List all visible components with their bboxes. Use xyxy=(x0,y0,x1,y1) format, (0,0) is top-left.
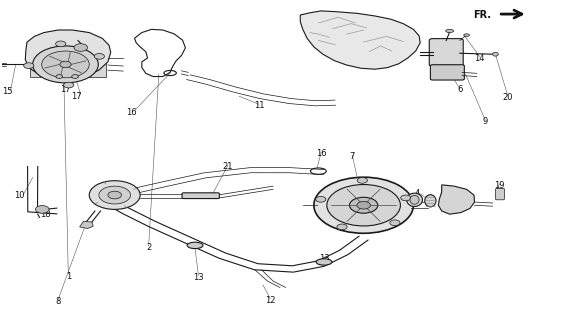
FancyBboxPatch shape xyxy=(429,39,463,66)
Circle shape xyxy=(41,51,89,78)
Text: FR.: FR. xyxy=(474,10,491,20)
Ellipse shape xyxy=(463,34,469,36)
Ellipse shape xyxy=(446,29,454,33)
Circle shape xyxy=(327,185,400,226)
Circle shape xyxy=(56,41,66,47)
FancyBboxPatch shape xyxy=(495,188,504,200)
Circle shape xyxy=(108,191,122,199)
Text: 1: 1 xyxy=(66,272,71,281)
Circle shape xyxy=(89,181,140,209)
FancyBboxPatch shape xyxy=(182,193,219,198)
Text: 17: 17 xyxy=(60,85,70,94)
Polygon shape xyxy=(30,53,106,77)
Text: 12: 12 xyxy=(265,296,275,305)
Circle shape xyxy=(35,205,49,213)
Circle shape xyxy=(349,197,378,213)
Text: 13: 13 xyxy=(193,273,204,282)
Ellipse shape xyxy=(425,195,436,207)
Circle shape xyxy=(314,177,414,233)
Text: 16: 16 xyxy=(126,108,137,117)
Text: 14: 14 xyxy=(474,53,485,62)
FancyBboxPatch shape xyxy=(431,65,464,80)
Circle shape xyxy=(357,178,367,183)
Text: 15: 15 xyxy=(2,87,12,96)
Text: 18: 18 xyxy=(40,210,51,219)
Polygon shape xyxy=(80,221,93,228)
Text: 3: 3 xyxy=(395,189,400,198)
Circle shape xyxy=(72,75,78,78)
Text: 2: 2 xyxy=(146,243,151,252)
Text: 11: 11 xyxy=(254,101,264,110)
Circle shape xyxy=(99,186,131,204)
Polygon shape xyxy=(26,30,111,79)
Text: 20: 20 xyxy=(503,93,513,102)
Circle shape xyxy=(74,44,87,51)
Text: 17: 17 xyxy=(71,92,82,101)
Ellipse shape xyxy=(410,196,419,204)
Ellipse shape xyxy=(407,193,423,206)
Text: 5: 5 xyxy=(449,197,454,206)
Text: 8: 8 xyxy=(56,297,61,306)
Text: 9: 9 xyxy=(483,117,488,126)
Circle shape xyxy=(316,196,326,202)
Ellipse shape xyxy=(187,242,203,249)
Circle shape xyxy=(60,61,71,68)
Ellipse shape xyxy=(492,52,498,56)
Text: 19: 19 xyxy=(494,181,504,190)
Circle shape xyxy=(32,46,98,83)
Text: 21: 21 xyxy=(223,162,233,171)
Circle shape xyxy=(337,224,347,230)
Circle shape xyxy=(94,53,105,59)
Circle shape xyxy=(64,82,74,88)
Text: 18: 18 xyxy=(74,31,85,40)
Polygon shape xyxy=(300,11,420,69)
Polygon shape xyxy=(438,185,474,214)
Text: 13: 13 xyxy=(319,254,329,263)
Text: 16: 16 xyxy=(316,149,327,158)
Text: 7: 7 xyxy=(350,152,355,161)
Text: 10: 10 xyxy=(14,190,25,200)
Circle shape xyxy=(56,75,62,78)
Text: 6: 6 xyxy=(457,85,462,94)
Circle shape xyxy=(24,63,34,68)
Circle shape xyxy=(357,201,370,209)
Circle shape xyxy=(390,220,400,226)
Circle shape xyxy=(400,195,411,201)
Ellipse shape xyxy=(316,259,332,265)
Text: 4: 4 xyxy=(415,189,420,198)
